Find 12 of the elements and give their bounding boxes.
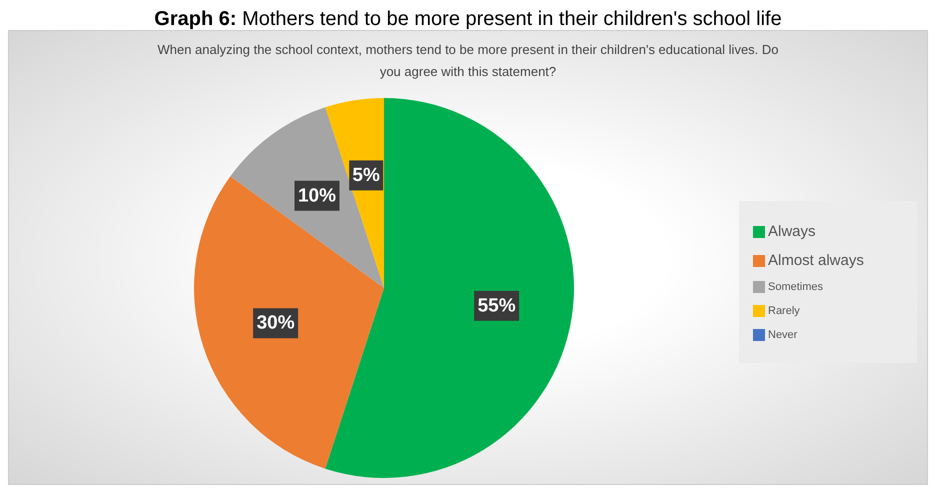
data-label: 30%: [256, 312, 295, 334]
chart-title: Graph 6: Mothers tend to be more present in their children's school life: [153, 8, 783, 30]
data-label: 55%: [478, 295, 516, 316]
data-label: 5%: [352, 164, 380, 186]
legend-label: Almost always: [768, 252, 864, 269]
legend-label: Never: [768, 329, 798, 341]
legend-label: Always: [768, 223, 816, 240]
legend-label: Rarely: [768, 305, 800, 317]
legend-label: Sometimes: [768, 281, 824, 293]
chart-subtitle: When analyzing the school context, mothers tend to be more present in their children's educational lives. Do you agree with this statement?: [156, 41, 780, 81]
pie-slice: [230, 107, 384, 288]
data-label: 10%: [298, 185, 336, 206]
